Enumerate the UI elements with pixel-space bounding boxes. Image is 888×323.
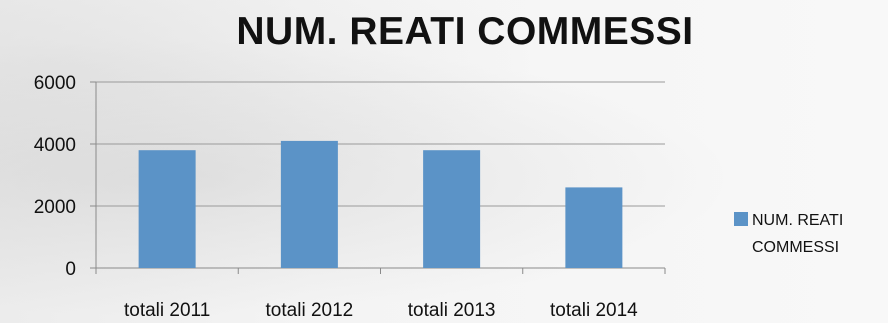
bar-2 xyxy=(280,140,338,268)
x-tick-label: totali 2014 xyxy=(550,300,638,321)
x-tick-label: totali 2011 xyxy=(124,300,210,321)
y-tick-label: 6000 xyxy=(34,73,76,94)
legend-swatch xyxy=(734,212,748,226)
y-tick-label: 2000 xyxy=(34,197,76,218)
bar-3 xyxy=(423,150,481,268)
x-tick-label: totali 2013 xyxy=(408,300,496,321)
bar-layer xyxy=(138,140,623,268)
chart-title: NUM. REATI COMMESSI xyxy=(236,10,694,53)
bar-1 xyxy=(138,150,196,268)
x-tick-label: totali 2012 xyxy=(266,300,354,321)
y-tick-label: 0 xyxy=(65,259,76,280)
y-tick-label: 4000 xyxy=(34,135,76,156)
legend-label-line-2: COMMESSI xyxy=(752,239,839,256)
legend-label-line-1: NUM. REATI xyxy=(752,212,843,229)
bar-4 xyxy=(565,187,623,268)
legend: NUM. REATI COMMESSI xyxy=(734,212,843,256)
label-layer: 0 2000 4000 6000 totali 2011 totali 2012 total… xyxy=(34,73,638,321)
